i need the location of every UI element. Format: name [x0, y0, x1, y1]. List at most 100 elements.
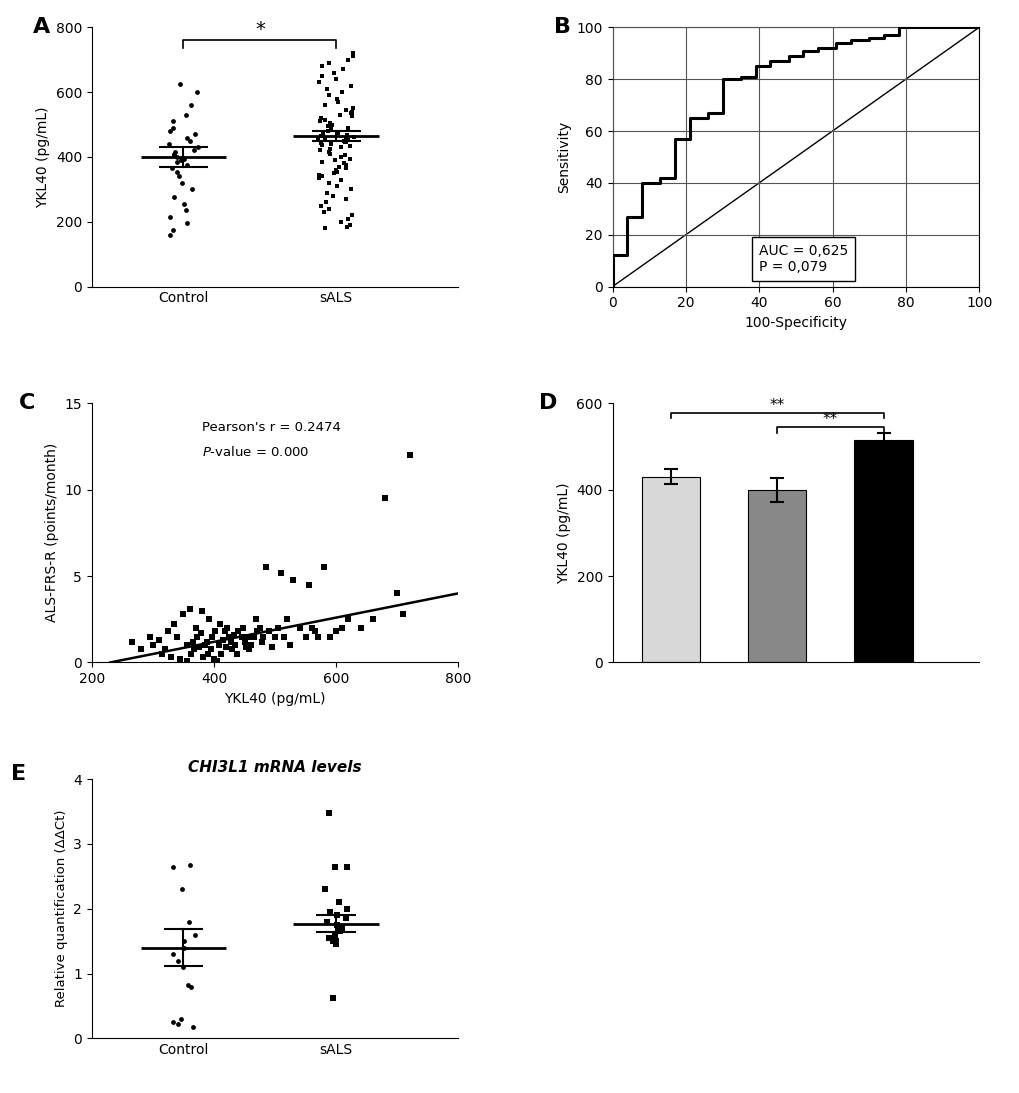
Bar: [747, 490, 806, 662]
Point: [333, 149, 350, 166]
Point: [180, 913, 197, 930]
Y-axis label: Sensitivity: Sensitivity: [556, 121, 571, 193]
Point: [321, 86, 337, 104]
Point: [327, 926, 343, 943]
Point: [252, 619, 268, 636]
Point: [317, 110, 333, 128]
Point: [169, 627, 185, 645]
Point: [213, 645, 229, 662]
Point: [310, 130, 326, 148]
Point: [191, 638, 207, 656]
Bar: [854, 440, 912, 662]
Point: [314, 136, 330, 153]
Point: [323, 136, 339, 153]
Point: [339, 127, 356, 144]
Point: [165, 221, 181, 238]
Point: [166, 615, 182, 633]
Point: [334, 919, 351, 937]
Point: [189, 83, 205, 101]
Point: [171, 167, 187, 185]
Point: [246, 627, 262, 645]
Point: [165, 146, 181, 164]
Point: [175, 196, 192, 213]
Point: [206, 650, 222, 668]
Point: [165, 145, 181, 163]
Y-axis label: ALS-FRS-R (points/month): ALS-FRS-R (points/month): [45, 444, 59, 622]
Point: [329, 906, 345, 924]
Point: [328, 916, 344, 933]
Point: [321, 143, 337, 161]
Text: $\it{P}$-value = 0.000: $\it{P}$-value = 0.000: [202, 445, 309, 459]
Point: [165, 858, 181, 875]
Point: [328, 163, 344, 180]
Point: [329, 124, 345, 141]
Point: [314, 167, 330, 185]
Point: [307, 623, 323, 640]
Point: [338, 858, 355, 875]
Point: [197, 636, 213, 654]
Title: CHI3L1 mRNA levels: CHI3L1 mRNA levels: [189, 760, 362, 775]
Point: [301, 576, 317, 593]
Point: [170, 1015, 186, 1033]
Point: [335, 132, 352, 150]
Point: [311, 166, 327, 184]
Point: [310, 627, 326, 645]
Point: [224, 639, 240, 657]
Point: [285, 571, 302, 588]
Point: [321, 145, 337, 163]
Point: [340, 611, 357, 628]
Point: [238, 638, 255, 656]
Text: AUC = 0,625
P = 0,079: AUC = 0,625 P = 0,079: [758, 244, 848, 274]
Point: [132, 639, 149, 657]
Point: [316, 96, 332, 114]
Point: [324, 187, 340, 204]
Point: [169, 163, 185, 180]
Point: [339, 51, 356, 69]
Point: [342, 150, 359, 167]
Point: [211, 636, 227, 654]
Point: [344, 45, 361, 62]
Point: [164, 160, 180, 177]
Point: [319, 913, 335, 930]
Point: [270, 619, 286, 636]
Point: [311, 73, 327, 91]
Point: [332, 213, 348, 231]
Point: [314, 67, 330, 84]
Point: [160, 623, 176, 640]
Point: [327, 858, 343, 875]
Point: [157, 639, 173, 657]
X-axis label: 100-Specificity: 100-Specificity: [744, 316, 847, 330]
Point: [165, 119, 181, 137]
Point: [230, 623, 247, 640]
Point: [172, 1010, 189, 1027]
Point: [151, 632, 167, 649]
Point: [169, 153, 185, 171]
Point: [353, 619, 369, 636]
Point: [187, 619, 204, 636]
Point: [314, 153, 330, 171]
Point: [189, 627, 205, 645]
Point: [179, 976, 196, 994]
Point: [258, 559, 274, 576]
Point: [325, 164, 341, 181]
Point: [178, 214, 195, 232]
Point: [291, 619, 308, 636]
Point: [328, 90, 344, 107]
Point: [178, 129, 195, 146]
Point: [324, 989, 340, 1007]
Point: [343, 103, 360, 120]
Point: [327, 152, 343, 169]
Point: [227, 636, 244, 654]
Point: [334, 619, 351, 636]
Text: Pearson's r = 0.2474: Pearson's r = 0.2474: [202, 422, 340, 434]
Point: [195, 648, 211, 666]
Point: [342, 105, 359, 122]
Point: [166, 189, 182, 207]
Point: [338, 900, 355, 917]
Point: [212, 615, 228, 633]
Point: [313, 109, 329, 127]
Point: [181, 600, 198, 618]
Y-axis label: Relative quantification (ΔΔCt): Relative quantification (ΔΔCt): [55, 810, 67, 1008]
Point: [344, 48, 361, 66]
Point: [236, 633, 253, 650]
